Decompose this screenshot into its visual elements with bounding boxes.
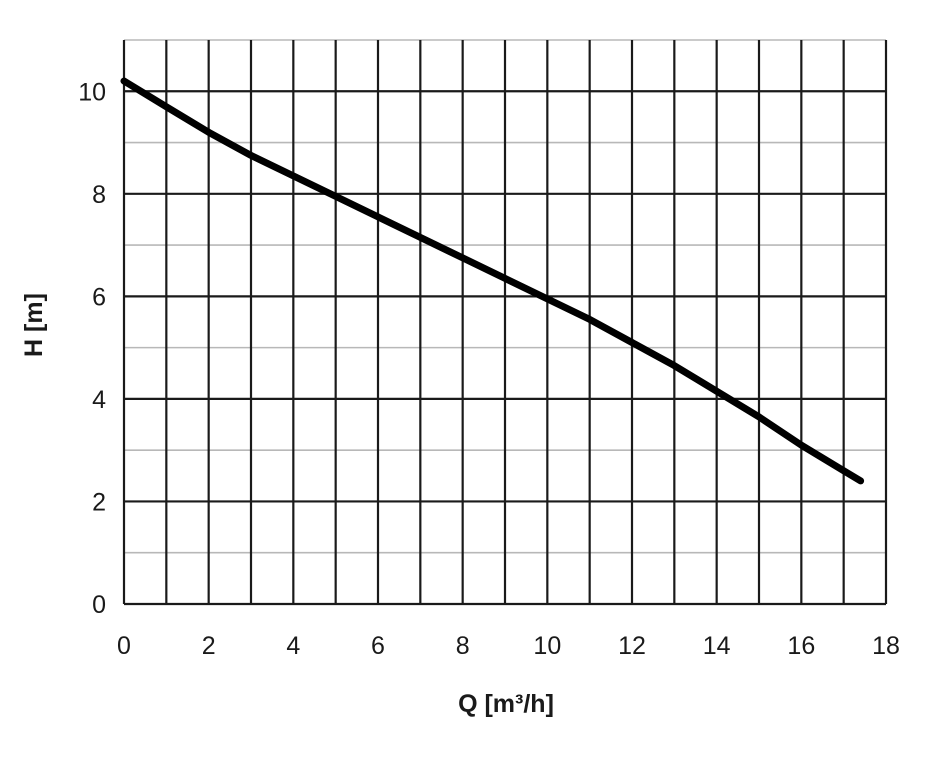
x-tick-label: 8 (456, 632, 470, 660)
y-tick-label: 0 (92, 591, 106, 619)
x-tick-label: 0 (117, 632, 131, 660)
y-tick-label: 10 (78, 78, 106, 106)
x-tick-labels: 0 2 4 6 8 10 12 14 16 18 (117, 632, 900, 660)
pump-curve-layer (120, 77, 865, 485)
x-tick-label: 16 (787, 632, 815, 660)
x-tick-label: 10 (533, 632, 561, 660)
pump-curve-line (120, 77, 865, 485)
x-tick-label: 18 (872, 632, 900, 660)
y-tick-label: 6 (92, 283, 106, 311)
x-tick-label: 14 (703, 632, 731, 660)
y-tick-label: 8 (92, 181, 106, 209)
x-tick-label: 2 (202, 632, 216, 660)
x-tick-label: 12 (618, 632, 646, 660)
y-tick-labels: 0 2 4 6 8 10 (78, 78, 106, 619)
x-tick-label: 4 (286, 632, 300, 660)
y-tick-label: 2 (92, 488, 106, 516)
x-tick-label: 6 (371, 632, 385, 660)
x-axis-title: Q [m³/h] (458, 690, 554, 718)
y-axis-title: H [m] (20, 293, 48, 357)
major-gridlines (122, 40, 888, 606)
y-tick-label: 4 (92, 386, 106, 414)
